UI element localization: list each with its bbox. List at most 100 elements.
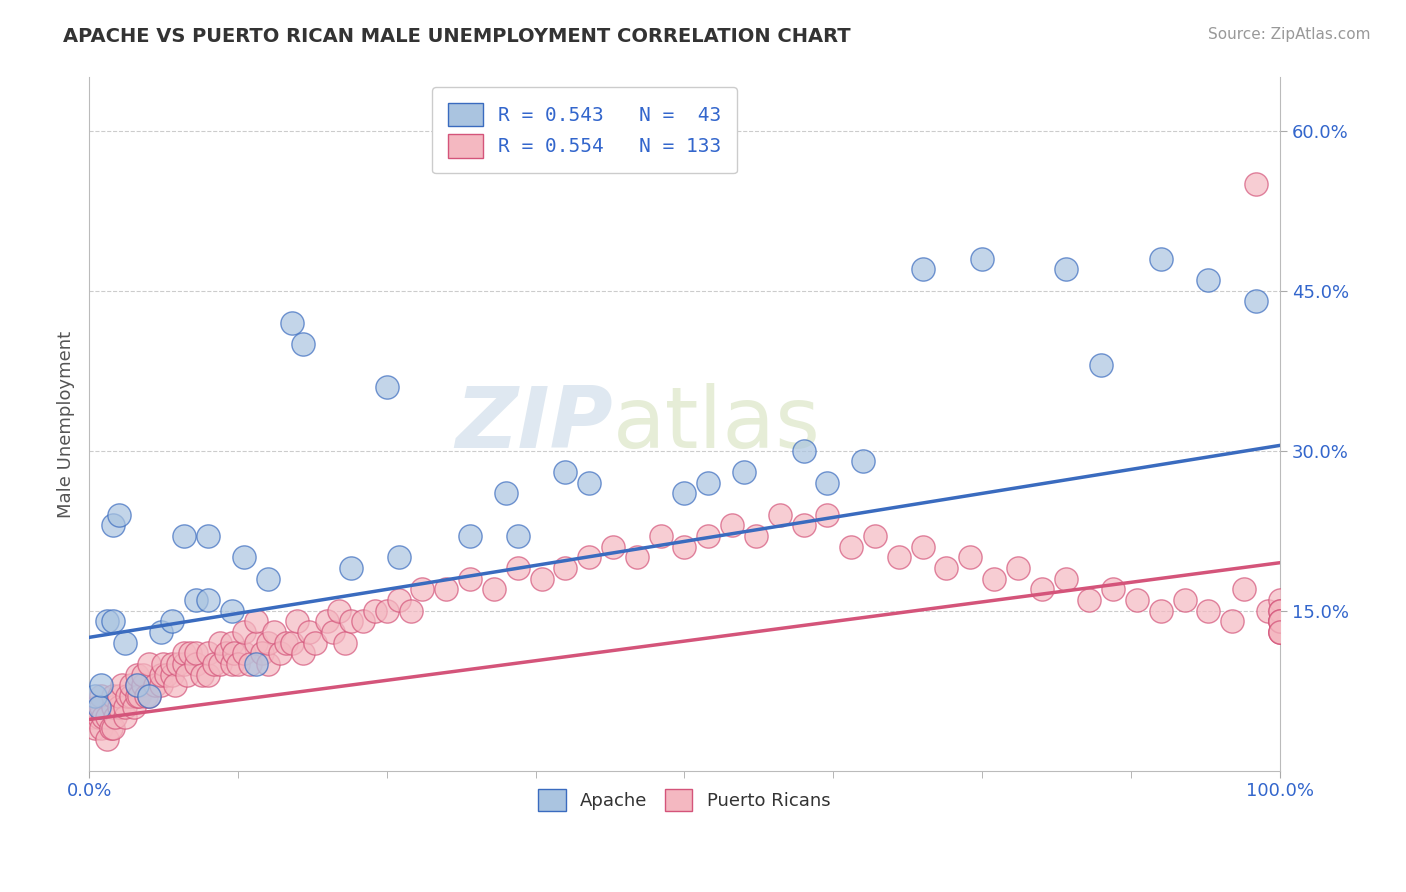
Point (256, 636, 278, 650)
Point (458, 529, 481, 543)
Point (1268, 615, 1291, 629)
Point (287, 615, 309, 629)
Point (1054, 572, 1077, 586)
Point (115, 689, 138, 703)
Point (101, 721, 124, 735)
Point (815, 508, 838, 522)
Point (239, 657, 262, 671)
Point (135, 689, 157, 703)
Point (186, 646, 208, 660)
Point (388, 593, 411, 607)
Point (1054, 262, 1077, 277)
Point (108, 508, 131, 522)
Point (364, 604, 387, 618)
Point (162, 667, 184, 681)
Point (1150, 604, 1173, 618)
Point (176, 667, 198, 681)
Point (226, 657, 249, 671)
Point (197, 667, 219, 681)
Point (274, 636, 297, 650)
Point (434, 582, 457, 597)
Point (578, 550, 600, 565)
Text: APACHE VS PUERTO RICAN MALE UNEMPLOYMENT CORRELATION CHART: APACHE VS PUERTO RICAN MALE UNEMPLOYMENT… (63, 27, 851, 45)
Point (87, 710, 110, 724)
Point (1197, 273, 1219, 287)
Point (224, 646, 246, 660)
Point (935, 561, 957, 575)
Point (304, 636, 326, 650)
Point (530, 572, 553, 586)
Point (1102, 582, 1125, 597)
Point (96, 615, 118, 629)
Point (745, 529, 768, 543)
Point (1268, 604, 1291, 618)
Point (411, 582, 433, 597)
Point (578, 475, 600, 490)
Point (232, 550, 254, 565)
Point (100, 721, 122, 735)
Point (209, 657, 232, 671)
Point (1268, 625, 1291, 640)
Y-axis label: Male Unemployment: Male Unemployment (58, 331, 75, 517)
Point (959, 550, 981, 565)
Point (111, 678, 134, 692)
Text: ZIP: ZIP (456, 383, 613, 466)
Point (1233, 582, 1256, 597)
Point (1244, 294, 1267, 309)
Point (155, 667, 177, 681)
Point (256, 572, 278, 586)
Point (1268, 615, 1291, 629)
Point (793, 518, 815, 533)
Point (316, 615, 339, 629)
Point (887, 550, 910, 565)
Point (173, 657, 195, 671)
Point (167, 657, 190, 671)
Point (245, 615, 267, 629)
Point (114, 636, 136, 650)
Point (250, 646, 273, 660)
Point (101, 689, 124, 703)
Point (626, 550, 648, 565)
Point (120, 678, 142, 692)
Point (93, 710, 115, 724)
Text: Source: ZipAtlas.com: Source: ZipAtlas.com (1208, 27, 1371, 42)
Point (173, 646, 195, 660)
Point (124, 699, 146, 714)
Point (328, 604, 350, 618)
Point (554, 561, 576, 575)
Point (793, 443, 815, 458)
Point (769, 508, 792, 522)
Point (972, 252, 994, 266)
Point (1126, 593, 1149, 607)
Point (375, 380, 398, 394)
Point (149, 625, 172, 640)
Text: atlas: atlas (613, 383, 821, 466)
Point (125, 667, 148, 681)
Point (673, 486, 696, 500)
Point (1244, 177, 1267, 191)
Point (280, 316, 302, 330)
Point (458, 572, 481, 586)
Point (352, 615, 374, 629)
Point (84, 721, 107, 735)
Point (298, 625, 321, 640)
Point (1268, 615, 1291, 629)
Point (388, 550, 411, 565)
Point (215, 646, 238, 660)
Point (245, 657, 267, 671)
Point (839, 540, 862, 554)
Point (202, 657, 225, 671)
Point (375, 604, 398, 618)
Point (152, 657, 174, 671)
Point (911, 262, 934, 277)
Point (179, 646, 201, 660)
Point (186, 657, 208, 671)
Point (125, 678, 148, 692)
Point (1197, 604, 1219, 618)
Point (197, 646, 219, 660)
Point (221, 636, 243, 650)
Point (333, 636, 356, 650)
Point (1078, 593, 1101, 607)
Point (96, 731, 118, 746)
Point (101, 518, 124, 533)
